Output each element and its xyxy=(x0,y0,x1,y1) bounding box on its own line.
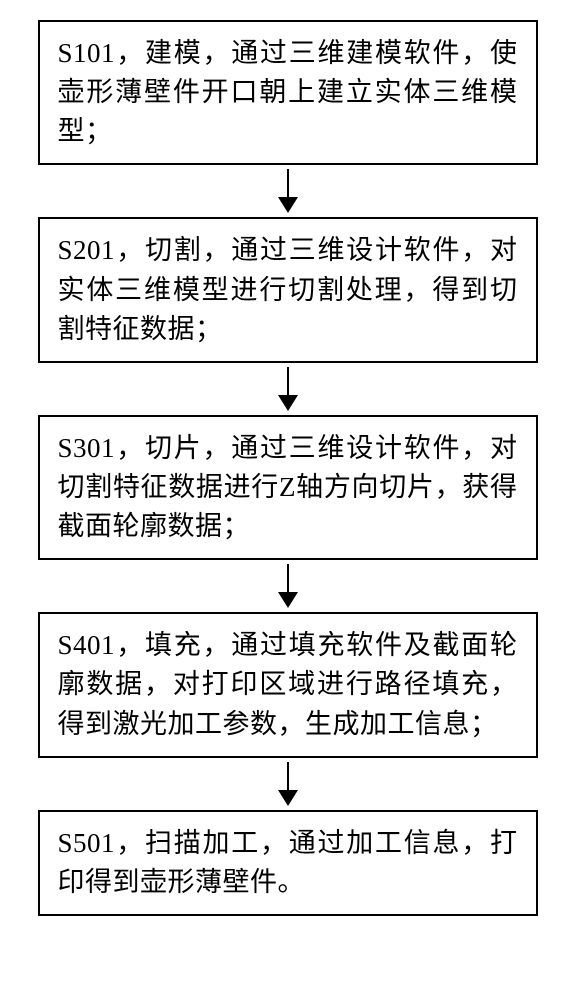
flow-arrow xyxy=(278,758,298,810)
arrow-head-icon xyxy=(278,395,298,411)
arrow-head-icon xyxy=(278,592,298,608)
arrow-line xyxy=(287,169,289,197)
flowchart-step-s101: S101，建模，通过三维建模软件，使壶形薄壁件开口朝上建立实体三维模型； xyxy=(38,20,538,165)
step-text: S401，填充，通过填充软件及截面轮廓数据，对打印区域进行路径填充，得到激光加工… xyxy=(58,630,518,738)
flowchart-step-s201: S201，切割，通过三维设计软件，对实体三维模型进行切割处理，得到切割特征数据； xyxy=(38,217,538,362)
arrow-line xyxy=(287,367,289,395)
flowchart-step-s301: S301，切片，通过三维设计软件，对切割特征数据进行Z轴方向切片，获得截面轮廓数… xyxy=(38,415,538,560)
arrow-head-icon xyxy=(278,197,298,213)
arrow-line xyxy=(287,762,289,790)
flow-arrow xyxy=(278,560,298,612)
flowchart-step-s501: S501，扫描加工，通过加工信息，打印得到壶形薄壁件。 xyxy=(38,810,538,916)
flow-arrow xyxy=(278,363,298,415)
arrow-head-icon xyxy=(278,790,298,806)
flow-arrow xyxy=(278,165,298,217)
step-text: S501，扫描加工，通过加工信息，打印得到壶形薄壁件。 xyxy=(58,828,518,897)
step-text: S201，切割，通过三维设计软件，对实体三维模型进行切割处理，得到切割特征数据； xyxy=(58,235,518,343)
step-text: S301，切片，通过三维设计软件，对切割特征数据进行Z轴方向切片，获得截面轮廓数… xyxy=(58,433,518,541)
step-text: S101，建模，通过三维建模软件，使壶形薄壁件开口朝上建立实体三维模型； xyxy=(58,38,518,146)
arrow-line xyxy=(287,564,289,592)
flowchart-step-s401: S401，填充，通过填充软件及截面轮廓数据，对打印区域进行路径填充，得到激光加工… xyxy=(38,612,538,757)
